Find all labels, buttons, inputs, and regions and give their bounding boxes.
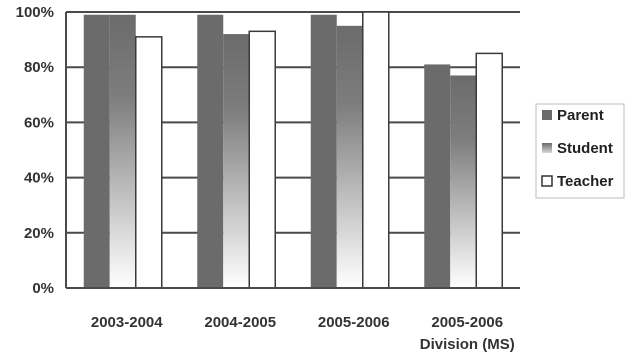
x-category-label: 2003-2004 [91, 314, 163, 331]
legend-label: Student [557, 140, 613, 157]
teacher-legend-swatch [541, 175, 553, 187]
student-bar [109, 14, 136, 288]
student-bar [223, 34, 250, 288]
teacher-bar [475, 52, 503, 289]
y-tick-label: 80% [24, 59, 54, 76]
bars [83, 11, 503, 289]
x-category-label: Division (MS) [420, 336, 515, 353]
teacher-bar [248, 30, 276, 289]
y-tick-label: 100% [16, 4, 54, 21]
legend-label: Teacher [557, 173, 614, 190]
y-tick-label: 60% [24, 114, 54, 131]
x-category-label: 2005-2006 [318, 314, 390, 331]
y-tick-label: 0% [32, 280, 54, 297]
teacher-bar [135, 36, 163, 289]
parent-bar [83, 14, 110, 288]
legend: Parent Student Teacher [535, 103, 625, 199]
parent-bar [310, 14, 337, 288]
y-axis-ticks: 0% 20% 40% 60% 80% 100% [16, 4, 54, 297]
parent-bar [197, 14, 224, 288]
x-axis-categories: 2003-2004 2004-2005 2005-2006 2005-2006 Divi… [91, 314, 515, 353]
x-category-label: 2005-2006 [431, 314, 503, 331]
parent-bar [424, 64, 451, 288]
y-tick-label: 20% [24, 225, 54, 242]
x-category-label: 2004-2005 [204, 314, 276, 331]
legend-label: Parent [557, 107, 604, 124]
y-tick-label: 40% [24, 170, 54, 187]
axes [65, 12, 520, 289]
parent-legend-swatch [542, 110, 552, 120]
student-bar [336, 25, 363, 289]
teacher-bar [362, 11, 390, 289]
student-legend-swatch [542, 143, 552, 153]
student-bar [450, 75, 477, 288]
